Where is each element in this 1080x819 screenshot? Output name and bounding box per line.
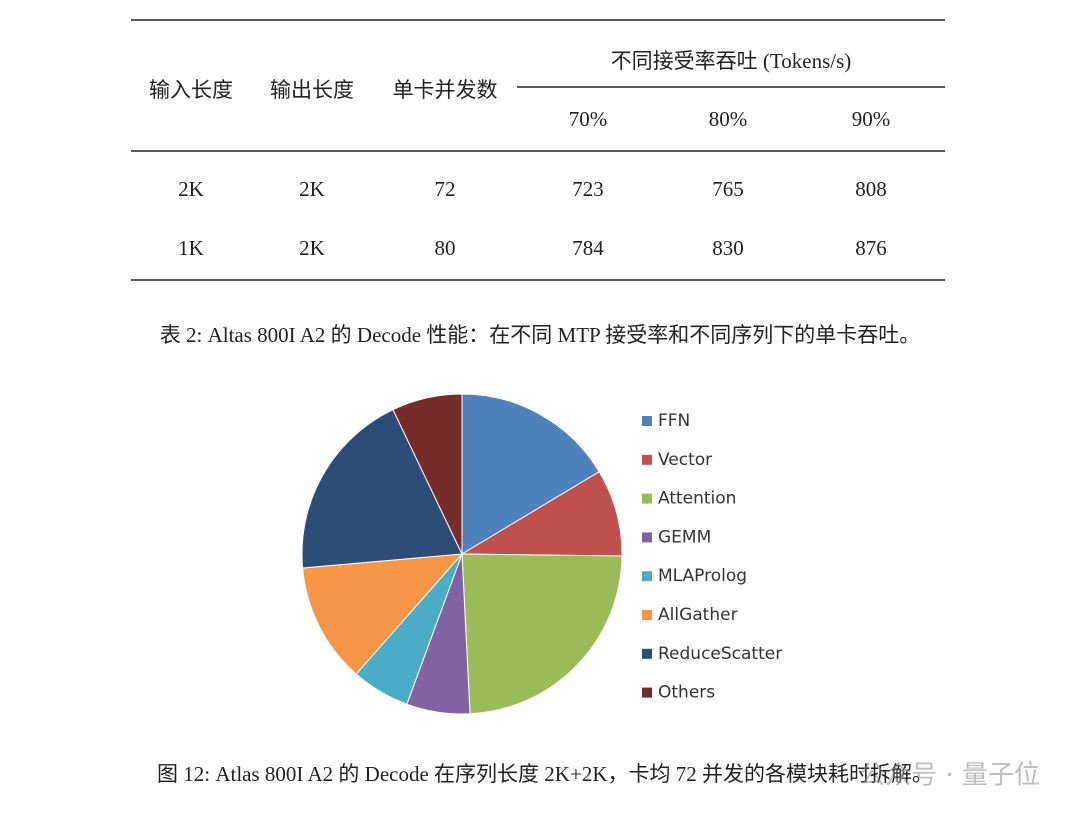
- table-cell: 72: [435, 177, 456, 201]
- pie-slice: [301, 408, 463, 569]
- legend-label: MLAProlog: [658, 566, 747, 586]
- figure-caption: 图 12: Atlas 800I A2 的 Decode 在序列长度 2K+2K…: [157, 762, 933, 786]
- legend-label: AllGather: [658, 605, 738, 625]
- table-cell: 784: [572, 236, 604, 260]
- legend-swatch: [642, 648, 652, 659]
- pie-slice: [392, 393, 463, 555]
- table-cell: 830: [712, 236, 744, 260]
- column-header: 单卡并发数: [393, 78, 498, 102]
- table-cell: 2K: [299, 177, 325, 201]
- legend-swatch: [642, 532, 652, 543]
- column-header: 输入长度: [149, 78, 233, 102]
- legend-label: GEMM: [658, 527, 711, 547]
- legend-swatch: [642, 493, 652, 504]
- legend-swatch: [642, 687, 652, 698]
- group-header: 不同接受率吞吐 (Tokens/s): [611, 49, 852, 73]
- sub-header: 80%: [709, 107, 748, 131]
- column-header: 输出长度: [270, 78, 354, 102]
- table-cell: 2K: [299, 236, 325, 260]
- table-cell: 723: [572, 177, 604, 201]
- legend-label: ReduceScatter: [658, 644, 782, 664]
- pie-slice: [460, 471, 623, 557]
- legend-swatch: [642, 416, 652, 426]
- table-cell: 80: [435, 236, 456, 260]
- table-cell: 876: [855, 236, 887, 260]
- table-cell: 808: [855, 177, 887, 201]
- pie-slice: [461, 393, 600, 555]
- pie-slice: [302, 553, 464, 675]
- sub-header: 90%: [852, 107, 891, 131]
- legend-label: Attention: [658, 489, 736, 509]
- legend-label: FFN: [658, 411, 690, 431]
- watermark: 公众号 · 量子位: [859, 761, 1040, 791]
- table-cell: 2K: [178, 177, 204, 201]
- legend-label: Others: [658, 683, 715, 703]
- table-cell: 765: [712, 177, 744, 201]
- legend-swatch: [642, 571, 652, 582]
- pie-slice: [461, 553, 623, 715]
- legend-label: Vector: [658, 450, 712, 470]
- sub-header: 70%: [569, 107, 608, 131]
- legend-swatch: [642, 610, 652, 620]
- legend-swatch: [642, 454, 652, 465]
- table-cell: 1K: [178, 236, 204, 260]
- table-caption: 表 2: Altas 800I A2 的 Decode 性能：在不同 MTP 接…: [160, 323, 920, 347]
